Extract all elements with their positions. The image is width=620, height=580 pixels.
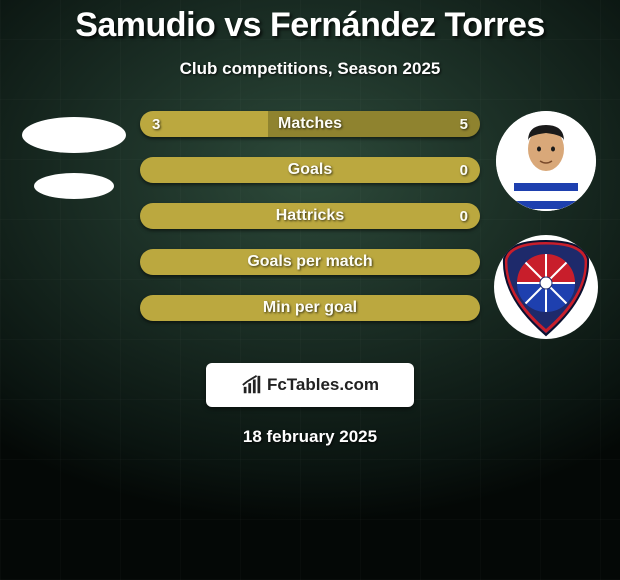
date-text: 18 february 2025 bbox=[243, 427, 377, 447]
player-left-placeholder-icon bbox=[22, 117, 126, 153]
bar-value-right: 0 bbox=[460, 157, 468, 183]
bar-segment-left bbox=[140, 295, 480, 321]
crest-left-placeholder-icon bbox=[34, 173, 114, 199]
stat-bar: Goals0 bbox=[140, 157, 480, 183]
bar-value-right: 5 bbox=[460, 111, 468, 137]
bar-segment-left bbox=[140, 157, 480, 183]
branding-badge: FcTables.com bbox=[206, 363, 414, 407]
bar-segment-left bbox=[140, 249, 480, 275]
stat-bar: Matches35 bbox=[140, 111, 480, 137]
branding-text: FcTables.com bbox=[267, 375, 379, 395]
stat-bar: Hattricks0 bbox=[140, 203, 480, 229]
bar-value-left: 3 bbox=[152, 111, 160, 137]
bar-segment-right bbox=[268, 111, 481, 137]
stats-chart: Matches35Goals0Hattricks0Goals per match… bbox=[0, 111, 620, 339]
page-title: Samudio vs Fernández Torres bbox=[75, 6, 545, 45]
left-column bbox=[14, 111, 134, 199]
stat-bars: Matches35Goals0Hattricks0Goals per match… bbox=[140, 111, 480, 321]
stat-bar: Goals per match bbox=[140, 249, 480, 275]
chart-icon bbox=[241, 374, 263, 396]
club-right-crest bbox=[494, 235, 598, 339]
subtitle: Club competitions, Season 2025 bbox=[180, 59, 441, 79]
stat-bar: Min per goal bbox=[140, 295, 480, 321]
right-column bbox=[486, 111, 606, 339]
bar-segment-left bbox=[140, 203, 480, 229]
bar-value-right: 0 bbox=[460, 203, 468, 229]
player-right-avatar bbox=[496, 111, 596, 211]
